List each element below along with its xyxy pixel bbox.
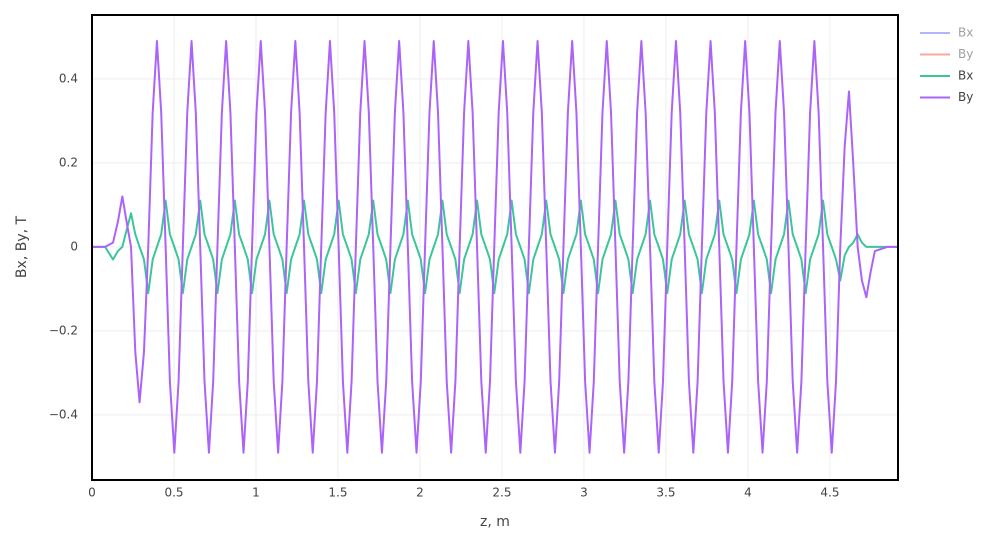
y-tick-label: −0.4 <box>49 407 78 421</box>
x-tick-label: 3 <box>580 486 588 500</box>
legend-label: By <box>958 90 973 104</box>
y-tick-label: 0.2 <box>59 155 78 169</box>
x-tick-label: 2.5 <box>492 486 511 500</box>
x-tick-label: 2 <box>416 486 424 500</box>
legend-label: Bx <box>958 26 973 40</box>
x-tick-label: 0 <box>88 486 96 500</box>
x-tick-label: 1.5 <box>328 486 347 500</box>
x-tick-label: 0.5 <box>164 486 183 500</box>
y-axis-label: Bx, By, T <box>14 215 30 278</box>
plot-frame <box>91 14 899 481</box>
x-tick-label: 3.5 <box>656 486 675 500</box>
y-tick-label: 0 <box>70 239 78 253</box>
legend-label: Bx <box>958 69 973 83</box>
legend-label: By <box>958 47 973 61</box>
y-tick-label: 0.4 <box>59 71 78 85</box>
x-axis-label: z, m <box>480 514 510 530</box>
x-tick-label: 1 <box>252 486 260 500</box>
series-line <box>92 40 898 454</box>
x-tick-label: 4 <box>744 486 752 500</box>
x-tick-label: 4.5 <box>820 486 839 500</box>
series-line <box>92 199 898 295</box>
y-tick-label: −0.2 <box>49 323 78 337</box>
